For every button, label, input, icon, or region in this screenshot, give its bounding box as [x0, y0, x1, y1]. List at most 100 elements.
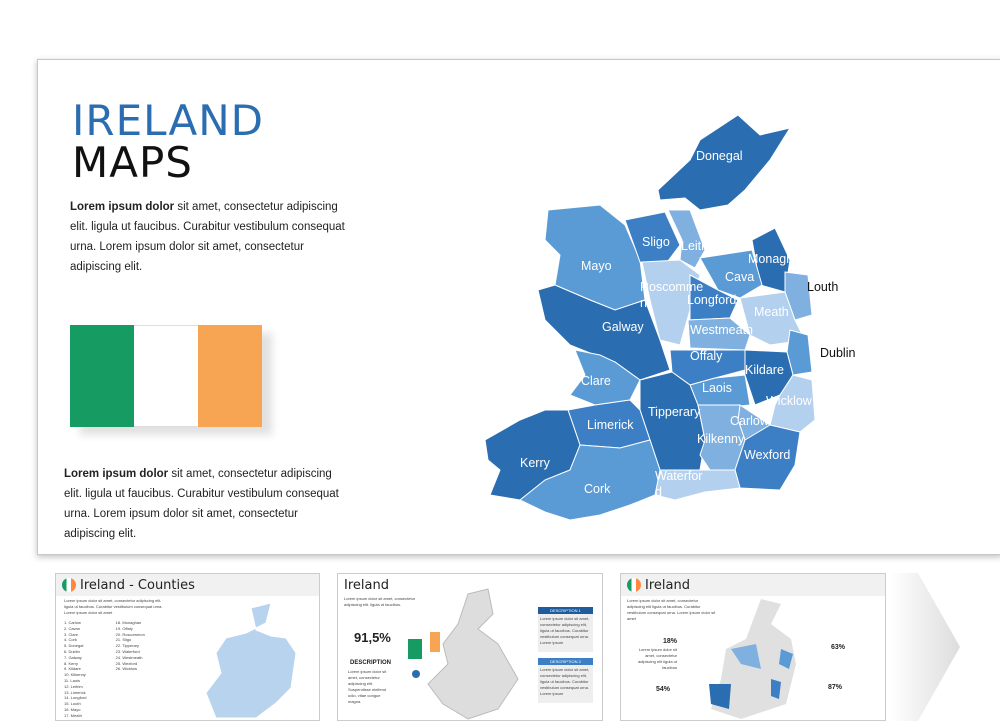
label-tipperary: Tipperary [648, 405, 701, 419]
county-list-item: 4. Cork [64, 637, 77, 643]
label-dublin: Dublin [820, 346, 855, 360]
stat-value: 91,5% [354, 630, 391, 645]
stat-63: 63% [831, 644, 846, 651]
label-limerick: Limerick [587, 418, 634, 432]
para2-text: sit amet, consectetur adipiscing elit. l… [64, 468, 339, 540]
county-sligo[interactable] [624, 211, 681, 266]
next-arrow[interactable] [890, 573, 960, 721]
county-leitrim[interactable] [667, 209, 706, 269]
label-cork: Cork [584, 482, 611, 496]
thumb3-title: Ireland [645, 577, 690, 593]
label-roscommon-2: n [640, 296, 647, 310]
thumb3-intro: Lorem ipsum dolor sit amet, consectetur … [627, 598, 716, 621]
county-dublin[interactable] [786, 329, 813, 376]
europe-map [408, 588, 519, 720]
county-list-item: 21. Sligo [115, 637, 132, 643]
county-list-item: 16. Mayo [64, 706, 81, 712]
desc-text: Lorem ipsum dolor sit amet, consectetur … [348, 669, 387, 704]
flag-orange [430, 632, 440, 652]
county-list-item: 13. Limerick [64, 689, 86, 695]
county-list-item: 5. Donegal [64, 643, 84, 649]
label-kerry: Kerry [520, 456, 551, 470]
label-meath: Meath [754, 305, 789, 319]
irish-flag [70, 325, 262, 427]
paragraph-2: Lorem ipsum dolor sit amet, consectetur … [64, 464, 344, 544]
label-sligo: Sligo [642, 235, 670, 249]
county-list-item: 11. Laois [64, 677, 80, 683]
label-monaghan: Monaghan [748, 252, 807, 266]
stat-text: Lorem ipsum dolor sit amet, consectetur … [638, 647, 677, 670]
county-list-item: 17. Meath [64, 712, 82, 718]
county-waterford[interactable] [654, 469, 741, 501]
title-maps: MAPS [72, 138, 193, 187]
county-list-item: 19. Offaly [115, 625, 133, 631]
label-galway: Galway [602, 320, 644, 334]
label-waterford-2: d [655, 485, 662, 499]
paragraph-1: Lorem ipsum dolor sit amet, consectetur … [70, 197, 350, 277]
county-longford[interactable] [689, 274, 739, 321]
thumb2-intro: Lorem ipsum dolor sit amet, consectetur … [344, 596, 416, 607]
description-box-1: DESCRIPTION 1 Lorem ipsum dolor sit amet,… [538, 607, 593, 652]
label-leitrim: Leitrim [681, 239, 719, 253]
label-carlow: Carlow [730, 414, 770, 428]
county-list-item: 9. Kildare [64, 666, 81, 672]
box2-title: DESCRIPTION 2 [538, 658, 593, 665]
title-ireland: IRELAND [72, 96, 264, 145]
label-waterford: Waterfor [655, 469, 702, 483]
label-wexford: Wexford [744, 448, 790, 462]
county-list-item: 15. Louth [64, 701, 81, 707]
label-wicklow: Wicklow [766, 394, 813, 408]
thumbnail-counties[interactable]: Ireland - Counties Lorem ipsum dolor sit… [55, 573, 320, 721]
county-galway[interactable] [537, 284, 671, 381]
flag-green [70, 325, 134, 427]
label-westmeath: Westmeath [690, 323, 753, 337]
county-list-item: 12. Leitrim [64, 683, 83, 689]
label-kilkenny: Kilkenny [697, 432, 745, 446]
label-donegal: Donegal [696, 149, 743, 163]
box2-text: Lorem ipsum dolor sit amet, consectetur … [540, 667, 590, 696]
county-donegal[interactable] [657, 114, 792, 211]
county-list-item: 25. Wexford [115, 660, 138, 666]
county-cork[interactable] [519, 439, 661, 521]
para2-bold: Lorem ipsum dolor [64, 468, 169, 480]
flag-icon [62, 578, 76, 592]
box1-text: Lorem ipsum dolor sit amet, consectetur … [540, 616, 590, 645]
label-cavan: Cava [725, 270, 754, 284]
stat-87: 87% [828, 684, 843, 691]
label-roscommon: Roscomme [640, 280, 703, 294]
county-list-item: 20. Roscommon [115, 631, 145, 637]
flag-white [134, 325, 198, 427]
county-cavan[interactable] [699, 249, 763, 299]
thumb1-intro: Lorem ipsum dolor sit amet, consectetur … [64, 598, 163, 615]
county-list-item: 2. Cavan [64, 625, 81, 631]
county-list-item: 26. Wicklow [115, 666, 138, 672]
county-wicklow[interactable] [769, 374, 816, 433]
label-laois: Laois [702, 381, 732, 395]
county-list-item: 10. Kilkenny [64, 672, 86, 678]
flag-orange [198, 325, 262, 427]
thumb1-map [205, 602, 297, 719]
county-louth[interactable] [784, 271, 813, 321]
county-list-item: 22. Tipperary [115, 643, 140, 649]
county-list-item: 1. Carlow [64, 620, 81, 625]
ireland-map: Donegal Sligo Leitrim Mayo Monaghan Cava… [484, 114, 855, 521]
county-roscommon[interactable] [641, 259, 701, 346]
county-westmeath[interactable] [687, 317, 751, 351]
flag-icon [627, 578, 641, 592]
county-list-item: 14. Longford [64, 695, 87, 701]
thumb3-map [709, 599, 796, 719]
label-longford: Longford [687, 293, 736, 307]
county-list-item: 6. Dublin [64, 648, 80, 654]
label-louth: Louth [807, 280, 838, 294]
county-list-item: 18. Monaghan [115, 620, 142, 625]
description-box-2: DESCRIPTION 2 Lorem ipsum dolor sit amet,… [538, 658, 593, 703]
thumbnail-europe[interactable]: Ireland Lorem ipsum dolor sit amet, cons… [337, 573, 603, 721]
box1-title: DESCRIPTION 1 [538, 607, 593, 614]
label-clare: Clare [581, 374, 611, 388]
thumbnail-stats[interactable]: Ireland Lorem ipsum dolor sit amet, cons… [620, 573, 886, 721]
para1-bold: Lorem ipsum dolor [70, 201, 175, 213]
desc-title: DESCRIPTION [350, 660, 392, 666]
county-list-item: 24. Westmeath [115, 654, 143, 660]
thumb2-title: Ireland [344, 578, 389, 593]
county-list-item: 3. Clare [64, 631, 79, 637]
